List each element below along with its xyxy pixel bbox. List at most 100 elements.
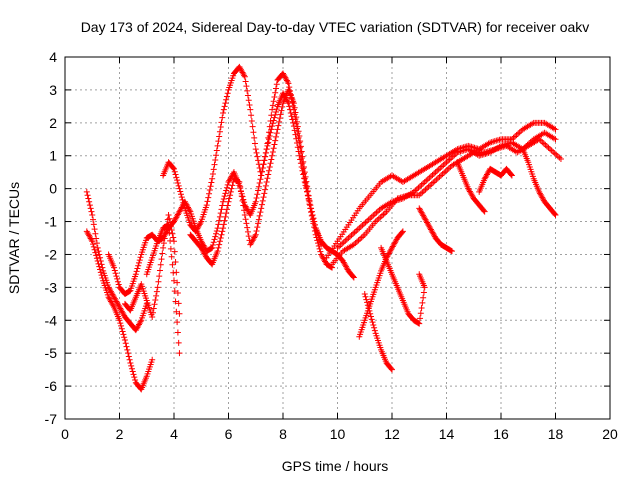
data-point: [295, 128, 302, 135]
data-point: [221, 103, 228, 110]
data-point: [241, 207, 248, 214]
data-point: [306, 197, 313, 204]
data-point: [448, 248, 455, 255]
data-point: [221, 193, 228, 200]
data-point: [223, 184, 230, 191]
data-point: [263, 179, 270, 186]
data-point: [168, 253, 175, 260]
data-point: [251, 140, 258, 147]
data-point: [272, 85, 279, 92]
data-point: [276, 115, 283, 122]
data-point: [213, 227, 220, 234]
data-point: [365, 305, 372, 312]
x-tick-label: 20: [602, 426, 618, 442]
data-point: [216, 128, 223, 135]
data-point: [227, 192, 234, 199]
data-point: [255, 216, 262, 223]
data-point: [229, 182, 236, 189]
data-point: [251, 233, 258, 240]
data-point: [88, 236, 95, 243]
data-point: [220, 195, 227, 202]
data-point: [160, 244, 167, 251]
data-point: [296, 139, 303, 146]
data-point: [219, 114, 226, 121]
data-point: [265, 136, 272, 143]
data-point: [91, 246, 98, 253]
data-point: [218, 119, 225, 126]
data-point: [176, 185, 183, 192]
data-point: [224, 90, 231, 97]
data-point: [212, 156, 219, 163]
data-point: [416, 271, 423, 278]
data-point: [153, 292, 160, 299]
data-point: [296, 132, 303, 139]
y-tick-label: 1: [49, 148, 57, 164]
y-tick-label: 2: [49, 115, 57, 131]
x-tick-label: 18: [548, 426, 564, 442]
x-tick-label: 2: [116, 426, 124, 442]
data-point: [155, 278, 162, 285]
data-point: [169, 230, 176, 237]
data-point: [176, 310, 183, 317]
data-point: [255, 157, 262, 164]
data-point: [205, 194, 212, 201]
data-point: [271, 114, 278, 121]
data-point: [367, 313, 374, 320]
data-point: [215, 138, 222, 145]
data-point: [154, 284, 161, 291]
data-point: [258, 168, 265, 175]
data-point: [255, 187, 262, 194]
data-point: [125, 350, 132, 357]
data-point: [269, 152, 276, 159]
data-point: [271, 93, 278, 100]
data-point: [94, 244, 101, 251]
data-point: [165, 221, 172, 228]
data-point: [257, 209, 264, 216]
data-point: [177, 188, 184, 195]
data-point: [419, 299, 426, 306]
data-point: [159, 250, 166, 257]
data-point: [290, 100, 297, 107]
data-point: [225, 198, 232, 205]
data-point: [223, 206, 230, 213]
data-point: [258, 201, 265, 208]
data-point: [223, 96, 230, 103]
data-point: [254, 191, 261, 198]
data-point: [418, 305, 425, 312]
data-point: [116, 317, 123, 324]
data-point: [294, 123, 301, 130]
data-point: [210, 166, 217, 173]
data-point: [252, 198, 259, 205]
data-point: [136, 257, 143, 264]
data-point: [118, 322, 125, 329]
data-point: [97, 258, 104, 265]
data-point: [125, 353, 132, 360]
data-point: [299, 153, 306, 160]
data-point: [315, 242, 322, 249]
y-tick-label: -7: [45, 411, 58, 427]
data-point: [130, 371, 137, 378]
data-point: [224, 202, 231, 209]
data-point: [215, 244, 222, 251]
data-point: [216, 133, 223, 140]
data-point: [557, 156, 564, 163]
data-point: [180, 199, 187, 206]
data-point: [254, 224, 261, 231]
data-point: [215, 221, 222, 228]
data-point: [285, 80, 292, 87]
data-point: [307, 202, 314, 209]
series-track-8: [323, 119, 559, 261]
x-tick-label: 8: [279, 426, 287, 442]
data-point: [265, 134, 272, 141]
data-point: [241, 72, 248, 79]
data-point: [420, 294, 427, 301]
x-tick-label: 0: [61, 426, 69, 442]
data-point: [213, 152, 220, 159]
data-point: [152, 297, 159, 304]
data-point: [262, 186, 269, 193]
data-point: [370, 321, 377, 328]
data-point: [216, 238, 223, 245]
y-tick-label: 0: [49, 181, 57, 197]
data-point: [269, 102, 276, 109]
